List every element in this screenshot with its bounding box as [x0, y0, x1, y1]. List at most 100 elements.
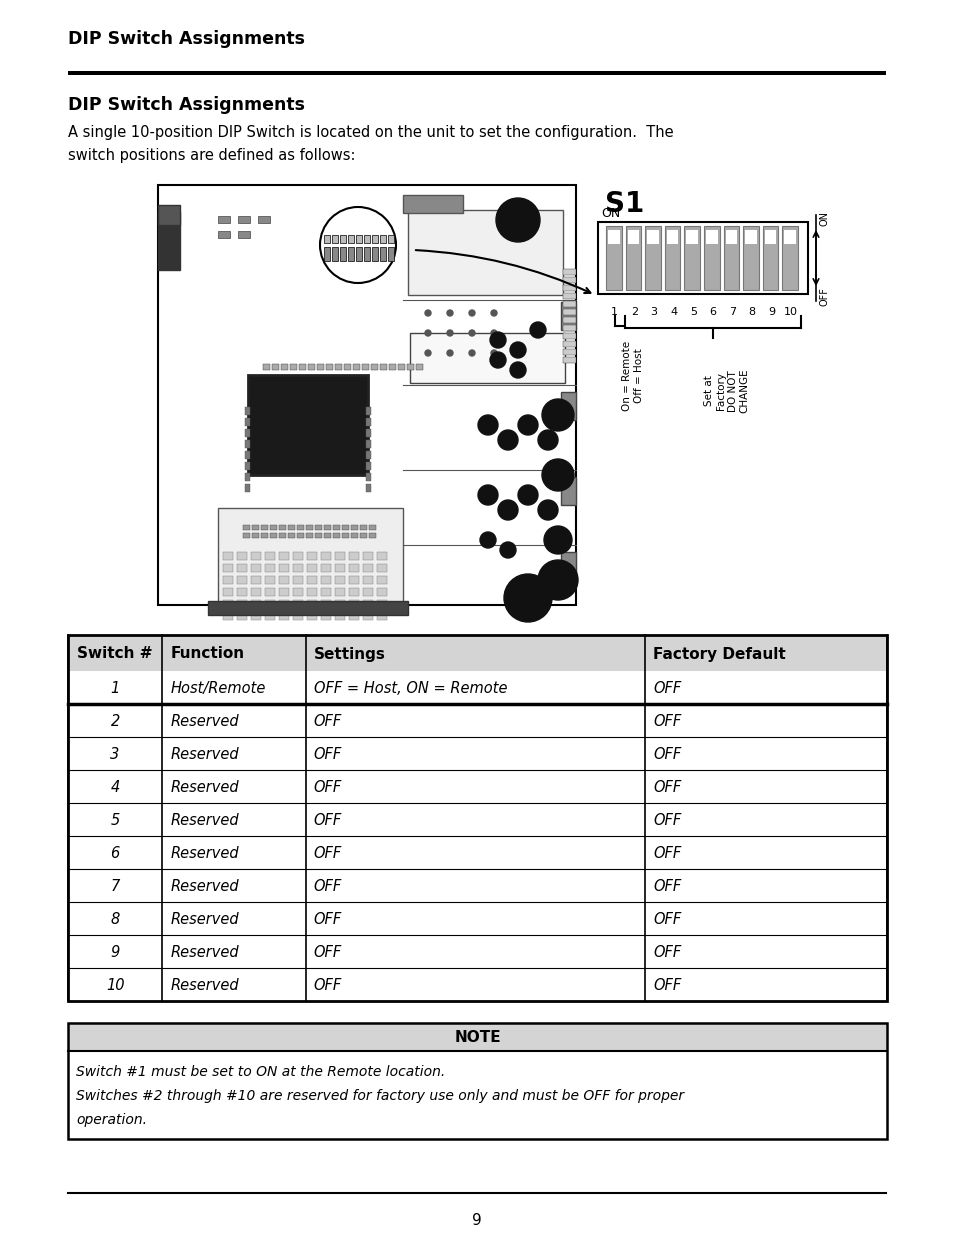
Bar — [344, 364, 351, 370]
Bar — [245, 451, 250, 459]
Text: OFF: OFF — [314, 911, 341, 927]
Bar — [366, 451, 371, 459]
Bar — [388, 235, 394, 243]
Text: Factory Default: Factory Default — [653, 646, 785, 662]
Bar — [332, 247, 337, 261]
Bar — [562, 357, 576, 363]
Text: 2: 2 — [111, 714, 119, 729]
Bar — [307, 613, 316, 620]
Text: NOTE: NOTE — [454, 1030, 500, 1045]
Circle shape — [503, 574, 552, 622]
Bar — [605, 226, 621, 290]
Bar — [316, 364, 324, 370]
Bar — [265, 613, 274, 620]
Bar — [363, 600, 373, 608]
Bar — [278, 564, 289, 572]
Bar — [223, 613, 233, 620]
Text: OFF: OFF — [820, 288, 829, 306]
Bar — [68, 836, 886, 869]
Bar — [349, 600, 358, 608]
Bar — [335, 552, 345, 559]
Bar — [223, 600, 233, 608]
Bar — [376, 552, 387, 559]
Bar — [359, 534, 367, 538]
Bar — [379, 364, 387, 370]
Bar — [372, 235, 377, 243]
Bar — [339, 235, 346, 243]
Circle shape — [490, 332, 505, 348]
Bar — [68, 1051, 886, 1139]
Bar — [261, 534, 268, 538]
Bar — [410, 333, 564, 383]
Bar — [560, 477, 576, 505]
Bar — [236, 576, 247, 584]
Text: OFF: OFF — [314, 846, 341, 861]
Bar — [261, 525, 268, 530]
Bar — [324, 235, 330, 243]
Circle shape — [490, 352, 505, 368]
Bar — [298, 364, 306, 370]
Circle shape — [510, 342, 525, 358]
Bar — [243, 525, 250, 530]
Circle shape — [424, 330, 431, 336]
Text: 3: 3 — [111, 747, 119, 762]
Bar — [562, 285, 576, 291]
Bar — [68, 635, 886, 1002]
Bar — [562, 309, 576, 315]
Bar — [366, 462, 371, 471]
Bar — [314, 525, 322, 530]
Bar — [376, 576, 387, 584]
Bar — [366, 484, 371, 492]
Text: OFF: OFF — [653, 813, 681, 827]
Bar — [562, 325, 576, 331]
Bar — [335, 600, 345, 608]
Bar — [363, 613, 373, 620]
Bar — [251, 576, 261, 584]
Bar — [562, 341, 576, 347]
Bar — [335, 564, 345, 572]
Bar — [562, 350, 576, 354]
Circle shape — [517, 415, 537, 435]
Bar — [722, 226, 739, 290]
Bar — [245, 408, 250, 415]
Circle shape — [530, 322, 545, 338]
Circle shape — [424, 350, 431, 356]
Bar — [320, 564, 331, 572]
Bar — [320, 588, 331, 597]
Bar — [389, 364, 395, 370]
Bar — [355, 235, 361, 243]
Bar — [265, 600, 274, 608]
Bar — [296, 534, 304, 538]
Bar — [68, 902, 886, 935]
Bar — [265, 588, 274, 597]
Bar — [270, 525, 276, 530]
Text: 7: 7 — [111, 879, 119, 894]
Bar — [379, 247, 386, 261]
Bar — [248, 375, 368, 475]
Text: DIP Switch Assignments: DIP Switch Assignments — [68, 30, 305, 48]
Circle shape — [491, 350, 497, 356]
Text: Reserved: Reserved — [170, 714, 238, 729]
Bar — [685, 230, 698, 245]
Bar — [278, 600, 289, 608]
Text: OFF = Host, ON = Remote: OFF = Host, ON = Remote — [314, 680, 506, 697]
Bar — [349, 613, 358, 620]
Bar — [314, 534, 322, 538]
Circle shape — [491, 310, 497, 316]
Bar — [293, 613, 303, 620]
Circle shape — [447, 330, 453, 336]
Bar — [363, 552, 373, 559]
Bar — [223, 552, 233, 559]
Text: OFF: OFF — [653, 978, 681, 993]
Bar — [245, 484, 250, 492]
Bar — [598, 222, 807, 294]
Bar — [251, 600, 261, 608]
Bar — [644, 226, 660, 290]
Bar — [288, 525, 294, 530]
Bar — [218, 508, 402, 603]
Text: OFF: OFF — [653, 879, 681, 894]
Bar — [278, 534, 286, 538]
Bar — [349, 564, 358, 572]
Circle shape — [537, 430, 558, 450]
Bar — [68, 769, 886, 803]
